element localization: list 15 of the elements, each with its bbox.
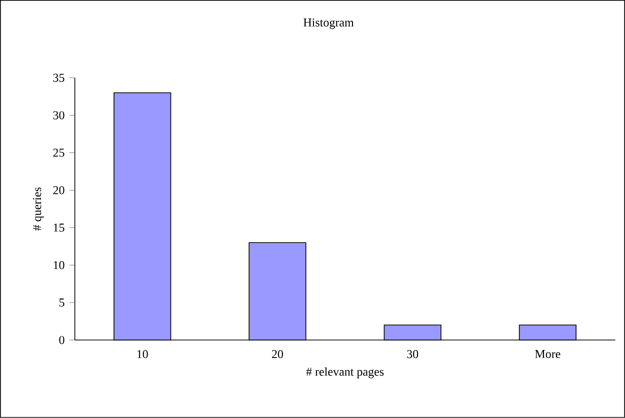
y-tick-label: 20 (53, 186, 64, 194)
x-tick-label: More (535, 350, 560, 358)
y-tick-label: 15 (54, 224, 64, 232)
y-tick-label: 25 (53, 148, 64, 157)
y-tick-label: 35 (53, 74, 64, 82)
y-tick-label: 30 (53, 111, 64, 120)
y-tick-label: 10 (54, 261, 64, 270)
chart-title: Histogram (304, 18, 354, 30)
x-tick-label: 30 (407, 350, 418, 358)
y-tick-label: 5 (59, 298, 64, 307)
y-axis-title: # queries (33, 188, 44, 231)
x-tick-label: 20 (272, 350, 284, 358)
y-tick-label: 0 (59, 336, 64, 344)
x-tick-label: 10 (137, 350, 148, 358)
x-axis-title: # relevant pages (306, 367, 384, 378)
